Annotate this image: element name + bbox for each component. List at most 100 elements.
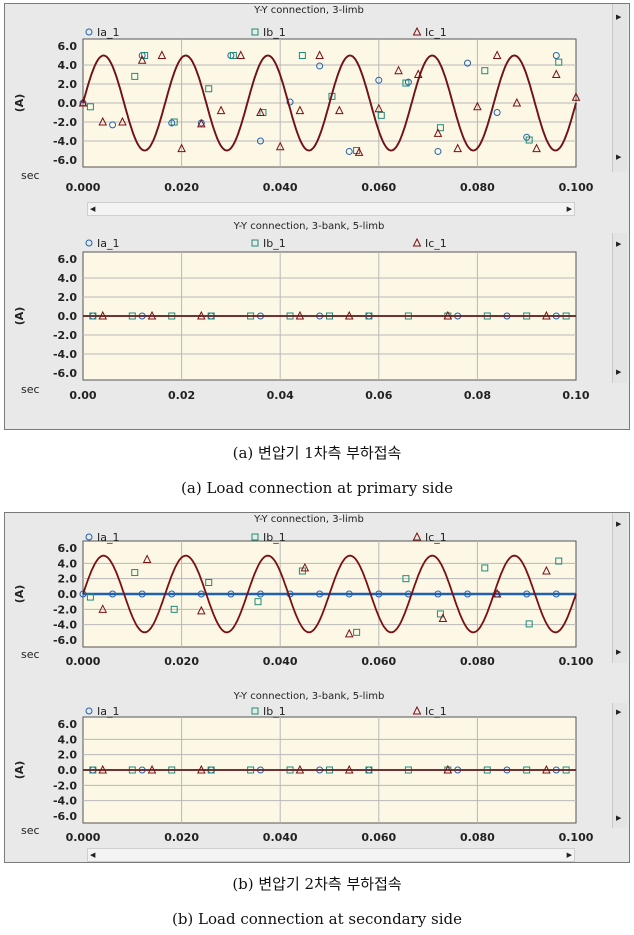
data-point-ia_1 <box>434 147 442 155</box>
data-point-ib_1 <box>131 72 139 80</box>
x-tick-label: 0.04 <box>267 389 294 402</box>
scroll-down-arrow-icon[interactable]: ▶ <box>616 814 622 822</box>
x-tick-label: 0.000 <box>66 181 101 194</box>
legend-label: Ib_1 <box>263 705 286 718</box>
vertical-scrollbar[interactable]: ▶ ▶ <box>612 233 627 383</box>
data-point-ib_1 <box>555 58 563 66</box>
horizontal-scrollbar[interactable]: ◀ ▶ <box>87 848 575 862</box>
data-point-ib_1 <box>205 85 213 93</box>
chart-plot: 6.0 4.0 2.0 0.0 -2.0 -4.0 -6.0 0.000 0.020 0.040 0… <box>13 26 594 194</box>
data-point-ic_1 <box>197 310 206 320</box>
y-tick-label: -4.0 <box>53 619 77 632</box>
data-point-ic_1 <box>256 107 265 116</box>
data-point-ic_1 <box>137 55 147 64</box>
scroll-right-arrow-icon[interactable]: ▶ <box>566 205 572 213</box>
scroll-up-arrow-icon[interactable]: ▶ <box>616 520 622 528</box>
legend-label: Ia_1 <box>97 26 119 39</box>
legend-marker-ib_1 <box>251 533 259 541</box>
data-point-ic_1 <box>98 604 108 613</box>
data-point-ia_1 <box>197 590 205 598</box>
x-tick-label: 0.080 <box>460 181 495 194</box>
data-point-ic_1 <box>438 613 448 623</box>
data-point-ia_1 <box>316 62 324 70</box>
data-point-ic_1 <box>344 764 354 774</box>
legend-label: Ia_1 <box>97 237 119 250</box>
legend-marker-ia_1 <box>85 707 93 715</box>
data-point-ic_1 <box>492 50 502 59</box>
data-point-ic_1 <box>492 588 502 598</box>
y-tick-label: 0.0 <box>58 97 78 110</box>
scroll-left-arrow-icon[interactable]: ◀ <box>90 205 96 213</box>
data-point-ia_1 <box>227 590 235 598</box>
x-tick-label: 0.060 <box>361 831 396 844</box>
x-tick-label: 0.080 <box>460 831 495 844</box>
scroll-up-arrow-icon[interactable]: ▶ <box>616 708 622 716</box>
legend-label: Ib_1 <box>263 531 286 544</box>
data-point-ia_1 <box>552 590 560 598</box>
data-point-ic_1 <box>98 764 108 774</box>
legend-label: Ic_1 <box>425 237 447 250</box>
data-point-ib_1 <box>377 111 385 119</box>
legend-marker-ib_1 <box>251 28 259 36</box>
x-axis-label: sec <box>21 169 40 182</box>
horizontal-scrollbar[interactable]: ◀ ▶ <box>87 202 575 216</box>
y-tick-label: 2.0 <box>58 749 78 762</box>
y-tick-label: 6.0 <box>58 40 78 53</box>
scroll-right-arrow-icon[interactable]: ▶ <box>566 851 572 859</box>
data-point-ia_1 <box>79 590 87 598</box>
data-point-ib_1 <box>481 67 489 75</box>
caption-b-english: (b) Load connection at secondary side <box>171 910 463 928</box>
panel-title: Y-Y connection, 3-bank, 5-limb <box>233 221 385 232</box>
data-point-ic_1 <box>295 105 305 115</box>
series-line-ic_1 <box>82 54 577 152</box>
data-point-ic_1 <box>295 764 305 774</box>
legend-marker-ib_1 <box>251 239 259 247</box>
data-point-ia_1 <box>316 590 324 598</box>
scroll-down-arrow-icon[interactable]: ▶ <box>616 368 622 376</box>
data-point-ib_1 <box>170 605 178 613</box>
data-point-ic_1 <box>344 628 354 638</box>
data-point-ic_1 <box>354 147 364 156</box>
x-tick-label: 0.10 <box>562 389 589 402</box>
data-point-ia_1 <box>256 590 264 598</box>
scroll-down-arrow-icon[interactable]: ▶ <box>616 648 622 656</box>
chart-plot: 6.0 4.0 2.0 0.0 -2.0 -4.0 -6.0 0.00 0.02 0.04 0.06… <box>13 237 590 402</box>
data-point-ia_1 <box>286 98 294 106</box>
scroll-up-arrow-icon[interactable]: ▶ <box>616 240 622 248</box>
scroll-up-arrow-icon[interactable]: ▶ <box>616 13 622 21</box>
data-point-ic_1 <box>142 554 152 563</box>
x-tick-label: 0.000 <box>66 655 101 668</box>
x-tick-label: 0.00 <box>69 389 96 402</box>
data-point-ia_1 <box>256 137 264 145</box>
data-point-ic_1 <box>344 310 354 320</box>
x-tick-label: 0.040 <box>263 181 298 194</box>
data-point-ic_1 <box>413 69 423 78</box>
data-point-ic_1 <box>275 141 285 151</box>
x-tick-label: 0.100 <box>559 831 594 844</box>
scroll-left-arrow-icon[interactable]: ◀ <box>90 851 96 859</box>
x-tick-label: 0.040 <box>263 831 298 844</box>
caption-a-korean: (a) 변압기 1차측 부하접속 <box>232 444 402 462</box>
y-tick-label: -6.0 <box>53 154 77 167</box>
data-point-ib_1 <box>298 52 306 59</box>
y-tick-label: -2.0 <box>53 116 77 129</box>
panel-title: Y-Y connection, 3-limb <box>254 514 364 525</box>
data-point-ic_1 <box>78 97 88 107</box>
scroll-down-arrow-icon[interactable]: ▶ <box>616 153 622 161</box>
x-tick-label: 0.040 <box>263 655 298 668</box>
data-point-ic_1 <box>147 764 157 774</box>
x-tick-label: 0.020 <box>164 181 199 194</box>
legend-marker-ic_1 <box>412 531 422 541</box>
data-point-ic_1 <box>236 50 246 59</box>
chart-plot: 6.0 4.0 2.0 0.0 -2.0 -4.0 -6.0 0.000 0.020 0.040 0… <box>13 531 594 668</box>
data-point-ic_1 <box>98 310 108 320</box>
vertical-scrollbar[interactable]: ▶ ▶ <box>612 703 627 828</box>
vertical-scrollbar[interactable]: ▶ ▶ <box>612 513 627 663</box>
y-tick-label: -4.0 <box>53 135 77 148</box>
data-point-ib_1 <box>141 52 149 59</box>
x-tick-label: 0.000 <box>66 831 101 844</box>
vertical-scrollbar[interactable]: ▶ ▶ <box>612 4 627 172</box>
data-point-ia_1 <box>523 590 531 598</box>
panel-title: Y-Y connection, 3-limb <box>254 5 364 16</box>
data-point-ib_1 <box>402 575 410 583</box>
